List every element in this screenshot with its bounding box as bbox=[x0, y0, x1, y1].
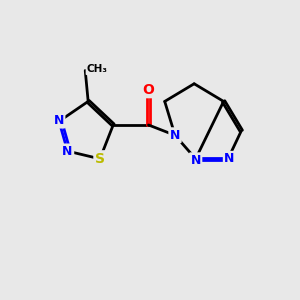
Text: N: N bbox=[62, 145, 73, 158]
Text: N: N bbox=[190, 154, 201, 167]
Text: N: N bbox=[170, 129, 180, 142]
Text: O: O bbox=[142, 82, 154, 97]
Text: CH₃: CH₃ bbox=[87, 64, 108, 74]
Text: N: N bbox=[53, 114, 64, 127]
Text: S: S bbox=[95, 152, 105, 166]
Text: N: N bbox=[224, 152, 235, 165]
